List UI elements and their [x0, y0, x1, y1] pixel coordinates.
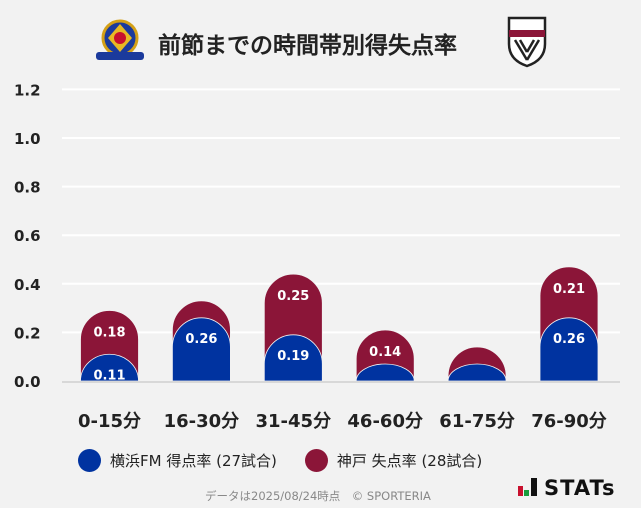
legend-item-fm: 横浜FM 得点率 (27試合) — [78, 449, 277, 472]
chart-title: 前節までの時間帯別得失点率 — [158, 33, 457, 59]
legend-swatch — [78, 449, 101, 472]
data-label-fm: 0.19 — [277, 349, 309, 364]
stats-brand-text: STATs — [544, 476, 616, 500]
stats-logo-icon — [518, 478, 537, 496]
stats-brand: STATs — [518, 476, 615, 500]
y-tick-label: 0.8 — [14, 179, 41, 197]
data-label-kobe: 0.25 — [277, 289, 309, 304]
y-tick-label: 0.2 — [14, 324, 41, 342]
y-tick-label: 0.6 — [14, 227, 41, 245]
x-tick-label: 76-90分 — [531, 411, 607, 432]
legend: 横浜FM 得点率 (27試合) 神戸 失点率 (28試合) — [78, 449, 510, 472]
x-tick-label: 31-45分 — [256, 411, 332, 432]
data-label-fm: 0.11 — [93, 368, 125, 383]
bar-fm — [263, 334, 323, 382]
legend-item-kobe: 神戸 失点率 (28試合) — [304, 449, 483, 472]
data-label-kobe: 0.21 — [553, 282, 585, 297]
data-label-fm: 0.26 — [553, 332, 585, 347]
legend-label: 横浜FM 得点率 (27試合) — [110, 452, 277, 470]
legend-label: 神戸 失点率 (28試合) — [336, 452, 483, 470]
x-tick-label: 46-60分 — [347, 411, 423, 432]
bar-fm — [355, 363, 415, 382]
x-tick-label: 16-30分 — [164, 411, 240, 432]
bar-fm — [172, 317, 231, 382]
data-label-kobe: 0.18 — [93, 326, 125, 341]
y-tick-label: 1.2 — [14, 81, 41, 99]
x-tick-label: 61-75分 — [439, 411, 515, 432]
data-label-fm: 0.26 — [185, 332, 217, 347]
header: 前節までの時間帯別得失点率 — [0, 14, 641, 70]
y-tick-label: 1.0 — [14, 130, 41, 148]
x-tick-label: 0-15分 — [78, 411, 141, 432]
y-tick-label: 0.0 — [14, 373, 41, 391]
yokohama-fmarinos-logo — [96, 19, 144, 60]
y-tick-label: 0.4 — [14, 276, 41, 294]
data-label-kobe: 0.14 — [369, 345, 401, 360]
bar-fm — [539, 317, 599, 382]
bar-fm — [80, 353, 139, 382]
footer-note: データは2025/08/24時点 © SPORTERIA — [205, 489, 431, 503]
bar-fm — [447, 363, 507, 382]
vissel-kobe-logo — [507, 16, 547, 68]
stacked-bar-chart: 0.0 0.2 0.4 0.6 0.8 1.0 1.2 0.18 0.11 0-15分 0.26 16… — [14, 81, 620, 432]
legend-swatch — [304, 449, 328, 472]
